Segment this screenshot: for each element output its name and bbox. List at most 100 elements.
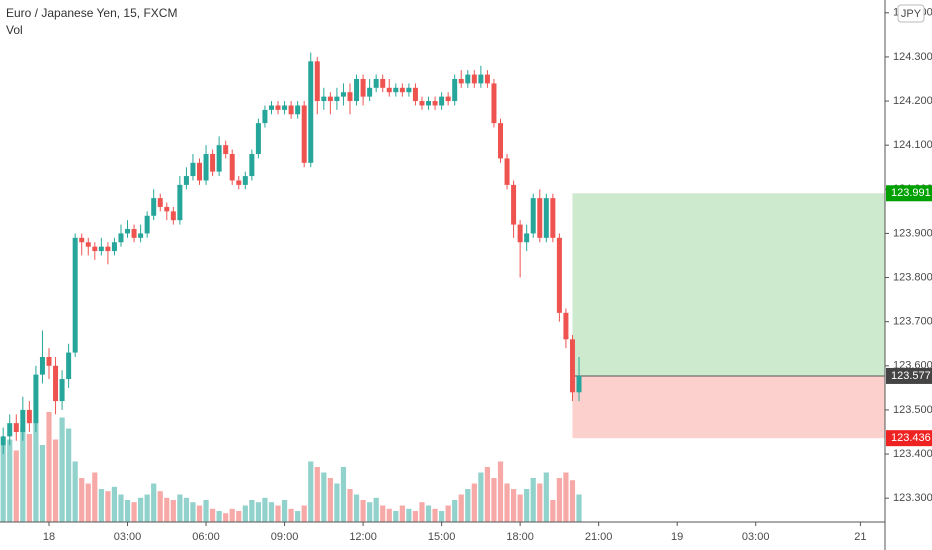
volume-bar <box>151 483 157 522</box>
volume-bar <box>131 502 137 522</box>
volume-bar <box>491 478 497 522</box>
candle-body <box>144 215 150 234</box>
price-badge <box>886 367 932 384</box>
candle-body <box>72 237 78 353</box>
candle-body <box>576 375 582 393</box>
y-tick-label: 123.700 <box>893 316 932 328</box>
volume-bar <box>216 511 222 522</box>
volume-bar <box>530 478 536 522</box>
candle-body <box>327 96 333 102</box>
volume-bar <box>281 500 288 522</box>
candle-body <box>125 229 131 234</box>
price-badge <box>886 430 932 447</box>
candle-body <box>543 198 549 238</box>
candle-body <box>190 162 196 177</box>
volume-bar <box>262 497 268 522</box>
volume-bar <box>33 423 39 522</box>
price-badge-label: 123.577 <box>891 370 931 382</box>
candle-body <box>85 242 91 247</box>
volume-bar <box>524 489 530 522</box>
volume-bar <box>497 461 504 522</box>
candle-body <box>517 224 523 243</box>
candle-body <box>39 356 45 375</box>
volume-bar <box>406 508 412 522</box>
volume-bar <box>124 500 131 522</box>
candle-body <box>92 246 98 252</box>
candle-body <box>118 233 124 243</box>
volume-bar <box>373 497 379 522</box>
volume-bar <box>452 500 458 522</box>
volume-label: Vol <box>6 23 23 37</box>
volume-bar <box>196 505 203 522</box>
candle-body <box>380 78 386 88</box>
volume-bar <box>229 508 235 522</box>
candle-body <box>33 374 39 424</box>
candle-body <box>164 206 170 212</box>
candle-body <box>236 180 242 185</box>
x-tick-label: 21 <box>854 531 866 543</box>
volume-bar <box>203 500 209 522</box>
volume-bar <box>367 502 373 522</box>
candle-body <box>46 356 52 366</box>
candle-body <box>439 96 445 106</box>
candle-body <box>295 105 301 115</box>
volume-bar <box>360 500 366 522</box>
candle-body <box>471 74 477 84</box>
volume-bar <box>510 489 517 522</box>
volume-bar <box>85 483 91 522</box>
candle-body <box>223 145 229 154</box>
candle-body <box>0 436 6 446</box>
volume-bar <box>537 483 543 522</box>
volume-bar <box>556 478 562 522</box>
candle-body <box>282 105 288 110</box>
candle-body <box>131 229 137 238</box>
x-tick-label: 19 <box>671 531 683 543</box>
price-axis-bg <box>885 0 932 550</box>
volume-bar <box>380 505 386 522</box>
x-tick-label: 18 <box>43 531 55 543</box>
candle-body <box>563 312 569 340</box>
candle-body <box>7 423 13 437</box>
candle-body <box>334 96 340 102</box>
volume-bar <box>550 500 556 522</box>
x-tick-label: 15:00 <box>428 531 456 543</box>
candle-body <box>301 105 307 163</box>
candle-body <box>26 409 32 424</box>
volume-bar <box>72 461 78 522</box>
volume-bar <box>576 494 582 522</box>
volume-bar <box>439 511 445 522</box>
x-tick-label: 03:00 <box>742 531 770 543</box>
candle-body <box>157 198 163 207</box>
volume-bar <box>79 478 85 522</box>
price-badge-label: 123.991 <box>891 187 931 199</box>
candle-body <box>491 83 497 124</box>
volume-bar <box>517 494 523 522</box>
candle-body <box>393 87 399 93</box>
volume-bar <box>347 489 353 522</box>
candle-body <box>262 109 268 124</box>
candle-body <box>59 379 65 402</box>
volume-bar <box>288 508 294 522</box>
volume-bar <box>157 491 163 522</box>
candle-body <box>268 105 274 110</box>
candle-body <box>229 153 235 181</box>
candle-body <box>412 87 418 102</box>
volume-bar <box>432 508 438 522</box>
volume-bar <box>543 472 549 522</box>
candle-body <box>151 198 157 216</box>
candle-body <box>399 87 405 93</box>
volume-bar <box>308 461 314 522</box>
candle-body <box>203 153 209 181</box>
volume-bar <box>13 450 19 522</box>
currency-badge <box>897 4 925 23</box>
candle-body <box>216 145 222 172</box>
candle-body <box>504 158 510 185</box>
volume-bar <box>465 489 471 522</box>
candle-body <box>569 339 575 393</box>
volume-bar <box>419 502 425 522</box>
candle-body <box>111 242 117 252</box>
volume-bar <box>52 439 59 522</box>
candle-body <box>66 352 72 380</box>
volume-bar <box>39 445 46 522</box>
